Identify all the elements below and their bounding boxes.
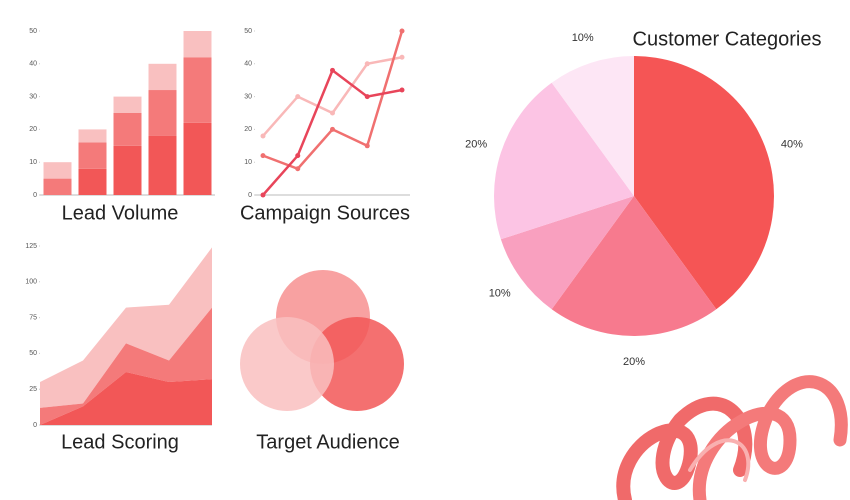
y-tick-label: 30 (29, 93, 37, 100)
y-tick-label: 20 (244, 126, 252, 133)
line-point (330, 67, 335, 73)
y-tick-label: 10 (29, 159, 37, 166)
line-point (399, 28, 405, 34)
area (40, 247, 212, 408)
line-point (330, 110, 335, 116)
chart-title: Campaign Sources (240, 202, 410, 224)
line-point (260, 133, 266, 139)
chart-title: Lead Scoring (61, 431, 179, 453)
chart-title: Customer Categories (633, 28, 822, 50)
bar-segment (43, 178, 72, 195)
line-point (330, 126, 335, 132)
bar-segment (78, 129, 107, 143)
line-point (364, 94, 370, 100)
y-tick-label: 30 (244, 93, 252, 100)
ribbon-decoration (616, 375, 848, 500)
bar-segment (43, 162, 72, 179)
pie-label: 20% (465, 139, 487, 151)
y-tick-label: 50 (29, 350, 37, 357)
pie-label: 40% (781, 139, 803, 151)
pie-slice (634, 56, 774, 310)
y-tick-label: 75 (29, 314, 37, 321)
venn-circle (310, 317, 404, 411)
bar-segment (78, 142, 107, 169)
pie-label: 10% (572, 32, 594, 44)
bar-segment (183, 31, 212, 58)
bar-segment (148, 135, 177, 195)
bar-segment (148, 63, 177, 91)
line-point (399, 87, 405, 93)
line-point (295, 153, 301, 159)
bar-segment (148, 90, 177, 136)
y-tick-label: 0 (248, 192, 252, 199)
pie-slice (551, 196, 717, 336)
chart-title: Lead Volume (62, 202, 179, 224)
y-tick-label: 50 (244, 28, 252, 35)
y-tick-label: 100 (25, 279, 37, 286)
line-point (399, 54, 405, 60)
bar-segment (113, 96, 142, 113)
y-tick-label: 25 (29, 386, 37, 393)
bar-segment (113, 145, 142, 195)
y-tick-label: 10 (244, 159, 252, 166)
line-point (364, 143, 370, 149)
bar-segment (183, 57, 212, 123)
y-tick-label: 0 (33, 422, 37, 429)
y-tick-label: 20 (29, 126, 37, 133)
pie-label: 20% (623, 356, 645, 368)
y-tick-label: 40 (244, 61, 252, 68)
line (262, 30, 404, 171)
area (40, 307, 212, 425)
line (262, 68, 403, 196)
line-point (260, 192, 266, 198)
line-point (295, 166, 301, 172)
pie-slice (493, 82, 634, 240)
bar-segment (183, 122, 212, 195)
bar-segment (113, 113, 142, 146)
area (40, 372, 212, 425)
y-tick-label: 125 (25, 243, 37, 250)
line-point (260, 153, 266, 159)
chart-title: Target Audience (256, 431, 399, 453)
bar-segment (78, 168, 107, 195)
y-tick-label: 50 (29, 28, 37, 35)
line-point (295, 94, 301, 100)
venn-circle (240, 317, 334, 411)
pie-label: 10% (489, 287, 511, 299)
pie-slice (551, 56, 634, 196)
pie-slice (500, 196, 634, 310)
line-point (364, 61, 370, 67)
y-tick-label: 40 (29, 61, 37, 68)
y-tick-label: 0 (33, 192, 37, 199)
